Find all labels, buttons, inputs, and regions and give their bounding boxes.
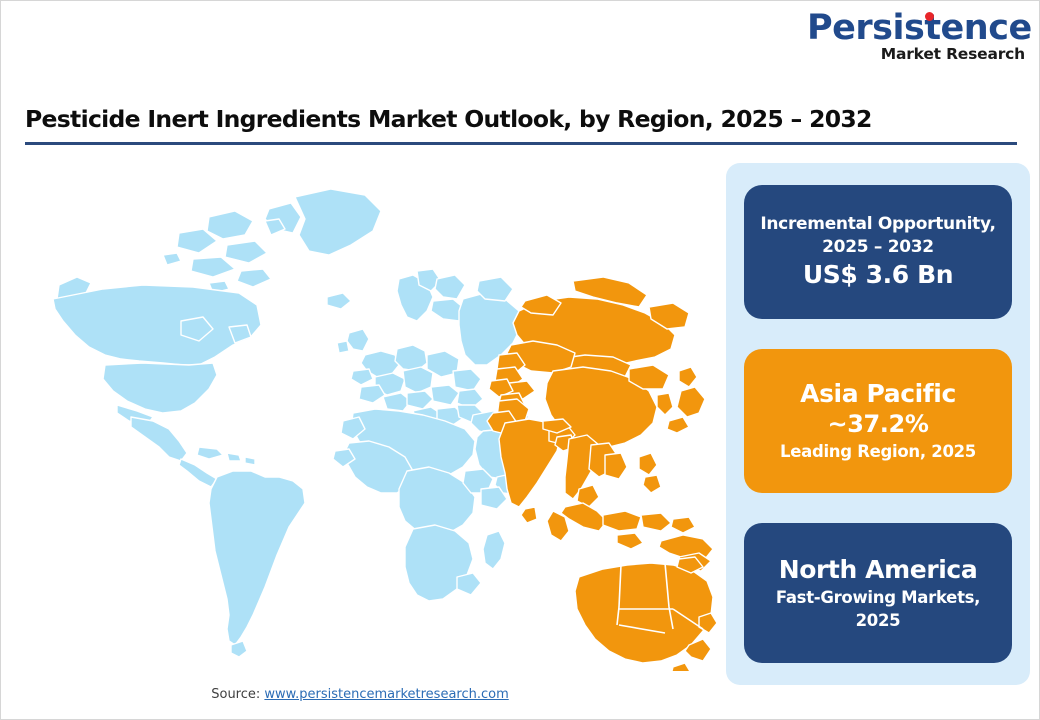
title-divider <box>25 142 1017 145</box>
world-map <box>13 159 719 671</box>
card-subtitle-line2: 2025 <box>855 611 901 630</box>
card-label-line2: 2025 – 2032 <box>822 236 934 257</box>
map-region-base <box>52 188 544 658</box>
logo-subtitle: Market Research <box>880 45 1025 63</box>
red-dot-icon <box>925 12 934 21</box>
company-logo: Persistence Market Research <box>807 8 1032 69</box>
stats-panel: Incremental Opportunity, 2025 – 2032 US$… <box>726 163 1030 685</box>
page-title: Pesticide Inert Ingredients Market Outlo… <box>25 105 872 133</box>
source-link[interactable]: www.persistencemarketresearch.com <box>264 687 509 702</box>
world-map-svg <box>52 188 718 671</box>
title-block: Pesticide Inert Ingredients Market Outlo… <box>25 105 1017 145</box>
map-admin-borders <box>616 562 704 634</box>
card-fast-growing-market[interactable]: North America Fast-Growing Markets, 2025 <box>744 523 1012 663</box>
source-line: Source: www.persistencemarketresearch.co… <box>1 687 719 702</box>
card-share-value: ~37.2% <box>827 410 929 439</box>
card-leading-region[interactable]: Asia Pacific ~37.2% Leading Region, 2025 <box>744 349 1012 493</box>
card-value: US$ 3.6 Bn <box>802 259 954 289</box>
card-region-name: Asia Pacific <box>800 379 956 409</box>
map-region-asia-pacific <box>486 276 718 671</box>
logo-wordmark: Persistence <box>807 8 1032 48</box>
card-label: Incremental Opportunity, <box>760 214 996 235</box>
card-subtitle: Fast-Growing Markets, <box>775 587 981 607</box>
card-region-name: North America <box>778 554 978 584</box>
card-subtitle: Leading Region, 2025 <box>780 442 976 462</box>
source-label: Source: <box>211 687 265 702</box>
card-incremental-opportunity[interactable]: Incremental Opportunity, 2025 – 2032 US$… <box>744 185 1012 319</box>
